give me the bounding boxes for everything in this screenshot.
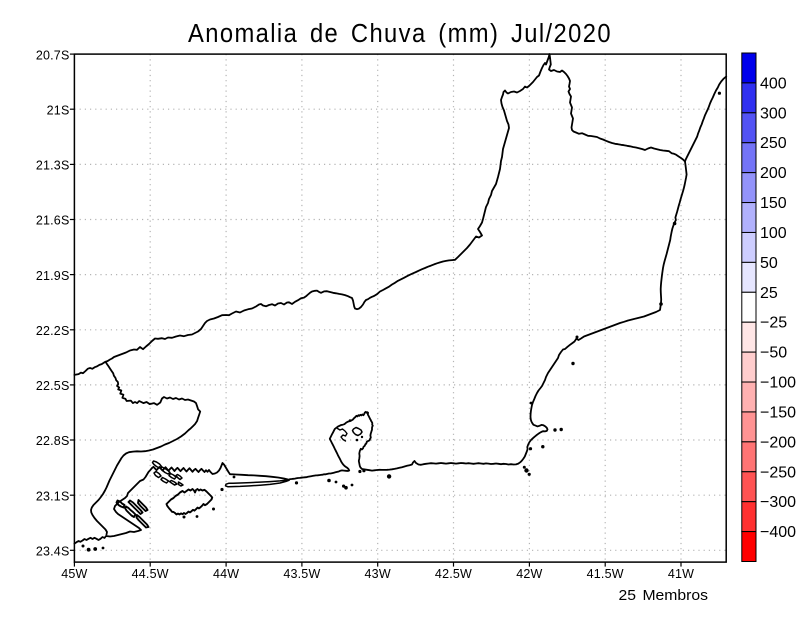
svg-text:23.1S: 23.1S <box>36 489 70 503</box>
svg-text:21S: 21S <box>47 103 70 117</box>
svg-text:21.3S: 21.3S <box>36 159 70 173</box>
svg-text:43.5W: 43.5W <box>283 567 320 581</box>
svg-text:22.2S: 22.2S <box>36 324 70 338</box>
svg-text:−100: −100 <box>760 375 796 392</box>
svg-text:41.5W: 41.5W <box>587 567 624 581</box>
svg-text:250: 250 <box>760 135 787 152</box>
svg-text:45W: 45W <box>61 567 87 581</box>
svg-text:25: 25 <box>760 285 778 302</box>
svg-text:300: 300 <box>760 105 787 122</box>
svg-text:−200: −200 <box>760 434 796 451</box>
svg-text:42W: 42W <box>516 567 542 581</box>
svg-text:100: 100 <box>760 225 787 242</box>
svg-text:Anomalia de Chuva (mm) Jul/202: Anomalia de Chuva (mm) Jul/2020 <box>188 20 612 48</box>
svg-text:−400: −400 <box>760 524 796 541</box>
svg-text:−150: −150 <box>760 404 796 421</box>
svg-text:400: 400 <box>760 75 787 92</box>
svg-text:21.9S: 21.9S <box>36 269 70 283</box>
svg-text:22.5S: 22.5S <box>36 379 70 393</box>
svg-text:−50: −50 <box>760 345 787 362</box>
svg-text:50: 50 <box>760 255 778 272</box>
svg-text:20.7S: 20.7S <box>36 48 70 62</box>
svg-text:43W: 43W <box>365 567 391 581</box>
svg-text:21.6S: 21.6S <box>36 214 70 228</box>
svg-text:−300: −300 <box>760 494 796 511</box>
svg-text:41W: 41W <box>668 567 694 581</box>
svg-text:42.5W: 42.5W <box>435 567 472 581</box>
svg-text:22.8S: 22.8S <box>36 434 70 448</box>
svg-text:44.5W: 44.5W <box>132 567 169 581</box>
svg-text:150: 150 <box>760 195 787 212</box>
svg-text:25 Membros: 25 Membros <box>619 587 709 604</box>
svg-text:44W: 44W <box>213 567 239 581</box>
svg-text:−250: −250 <box>760 464 796 481</box>
svg-text:23.4S: 23.4S <box>36 545 70 559</box>
svg-text:200: 200 <box>760 165 787 182</box>
svg-text:−25: −25 <box>760 315 787 332</box>
